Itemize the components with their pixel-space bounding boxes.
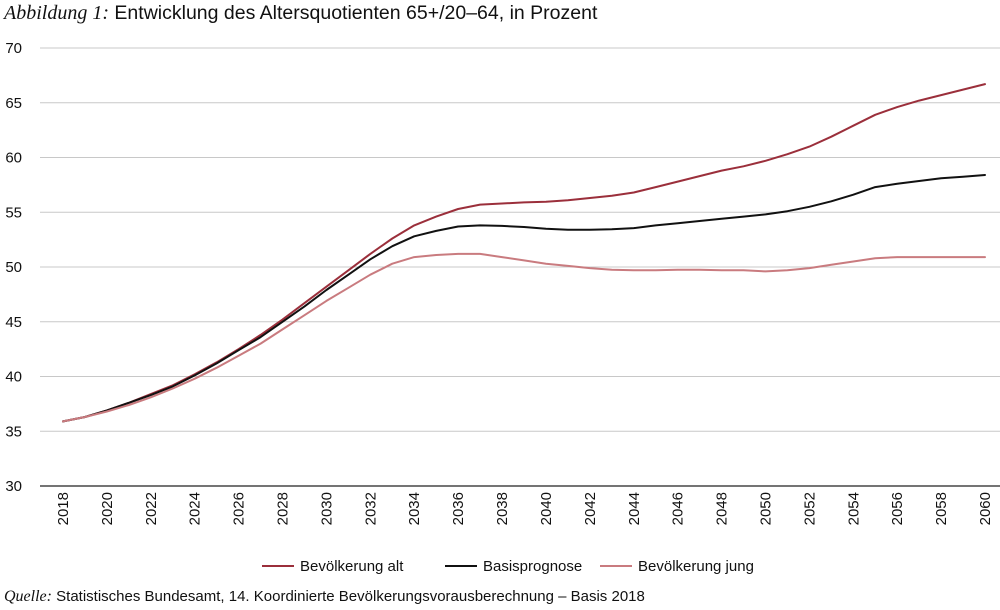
- x-tick-label: 2052: [801, 492, 818, 525]
- x-tick-label: 2044: [626, 492, 643, 525]
- gridlines: [40, 47, 1000, 487]
- x-tick-label: 2018: [55, 492, 72, 525]
- legend-label: Bevölkerung alt: [300, 558, 404, 575]
- y-tick-label: 45: [5, 314, 22, 331]
- source-label: Quelle:: [4, 588, 52, 605]
- figure-label: Abbildung 1:: [4, 2, 109, 24]
- x-tick-label: 2032: [362, 492, 379, 525]
- x-tick-label: 2056: [889, 492, 906, 525]
- x-tick-label: 2026: [231, 492, 248, 525]
- y-tick-label: 70: [5, 40, 22, 57]
- x-tick-label: 2024: [187, 492, 204, 525]
- series-line-2: [62, 252, 986, 423]
- y-tick-label: 30: [5, 478, 22, 495]
- y-axis-ticks: 30 35 40 45 50 55 60 65 70: [5, 40, 22, 495]
- y-tick-label: 65: [5, 95, 22, 112]
- x-tick-label: 2048: [714, 492, 731, 525]
- legend-label: Basisprognose: [483, 558, 582, 575]
- x-tick-label: 2038: [494, 492, 511, 525]
- x-axis-ticks: 2018 2020 2022 2024 2026 2028 2030 2032 2034 2036…: [55, 492, 994, 525]
- series-lines: [62, 83, 986, 423]
- x-tick-label: 2040: [538, 492, 555, 525]
- y-tick-label: 35: [5, 423, 22, 440]
- x-tick-label: 2030: [318, 492, 335, 525]
- x-tick-label: 2050: [757, 492, 774, 525]
- x-tick-label: 2060: [977, 492, 994, 525]
- x-tick-label: 2022: [143, 492, 160, 525]
- legend-label: Bevölkerung jung: [638, 558, 754, 575]
- x-tick-label: 2058: [933, 492, 950, 525]
- x-tick-label: 2028: [275, 492, 292, 525]
- chart-title-text: Entwicklung des Altersquotienten 65+/20–…: [114, 2, 598, 24]
- x-tick-label: 2054: [845, 492, 862, 525]
- x-tick-label: 2046: [670, 492, 687, 525]
- x-tick-label: 2042: [582, 492, 599, 525]
- source-text: Statistisches Bundesamt, 14. Koordiniert…: [56, 588, 645, 605]
- chart-title: Abbildung 1: Entwicklung des Altersquoti…: [4, 2, 597, 25]
- y-tick-label: 50: [5, 259, 22, 276]
- x-tick-label: 2034: [406, 492, 423, 525]
- x-tick-label: 2020: [99, 492, 116, 525]
- source-note: Quelle: Statistisches Bundesamt, 14. Koo…: [4, 588, 645, 606]
- y-tick-label: 60: [5, 150, 22, 167]
- y-tick-label: 40: [5, 369, 22, 386]
- y-tick-label: 55: [5, 204, 22, 221]
- legend: Bevölkerung alt Basisprognose Bevölkerung …: [262, 558, 754, 575]
- x-tick-label: 2036: [450, 492, 467, 525]
- series-line-1: [62, 174, 986, 423]
